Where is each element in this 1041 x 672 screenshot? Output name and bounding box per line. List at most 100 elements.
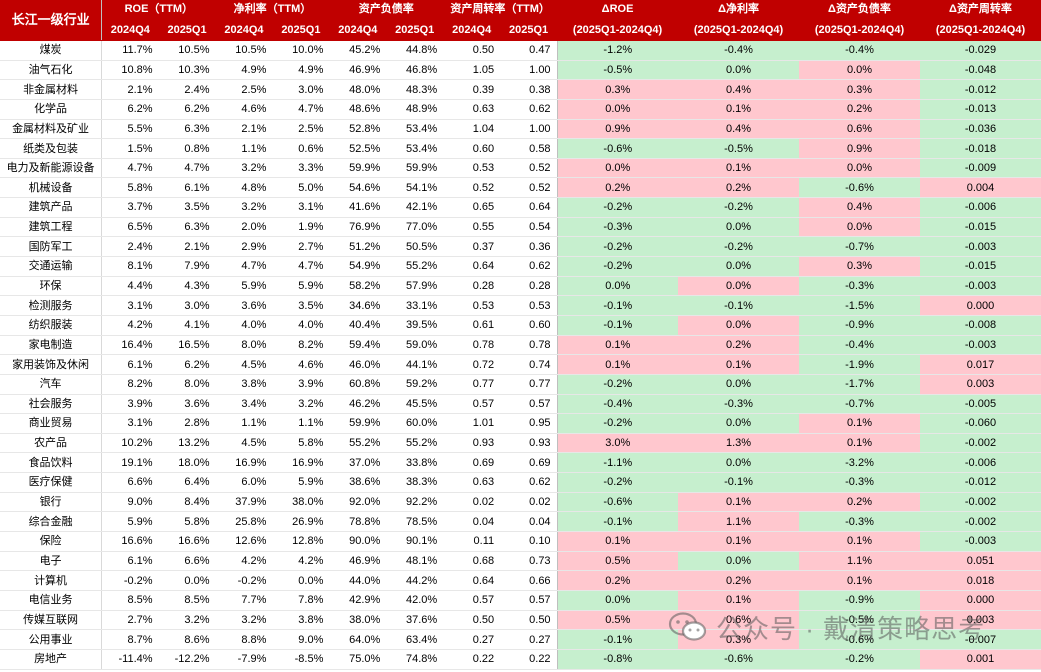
net-margin-2025q1-cell: 1.1%: [272, 413, 330, 434]
header-row-top: 长江一级行业 ROE（TTM） 净利率（TTM） 资产负债率 资产周转率（TTM…: [0, 0, 1041, 41]
debt-ratio-2025q1-cell: 92.2%: [386, 492, 444, 513]
roe-2024q4-cell: 10.8%: [101, 60, 159, 81]
turnover-2024q4-cell: 1.01: [443, 413, 501, 434]
industry-name: 机械设备: [0, 177, 103, 199]
delta-net-margin-cell: -0.1%: [678, 295, 799, 316]
delta-debt-ratio-cell: -3.2%: [799, 452, 920, 474]
debt-ratio-2024q4-cell: 54.9%: [329, 256, 387, 277]
turnover-2025q1-cell: 0.04: [500, 511, 558, 533]
net-margin-2025q1-cell: 4.7%: [272, 256, 330, 277]
turnover-2024q4-cell: 0.60: [443, 138, 501, 159]
debt-ratio-2024q4-cell: 64.0%: [329, 629, 387, 650]
roe-2024q4-cell: 6.1%: [101, 354, 159, 375]
net-margin-2025q1-cell: 16.9%: [272, 452, 330, 474]
net-margin-2025q1-cell: 4.2%: [272, 551, 330, 572]
net-margin-2024q4-cell: 37.9%: [215, 492, 273, 513]
period-header: 2024Q4: [329, 19, 387, 41]
delta-debt-ratio-cell: 0.3%: [799, 256, 920, 277]
turnover-2025q1-cell: 0.47: [500, 40, 558, 61]
turnover-2025q1-cell: 0.22: [500, 649, 558, 670]
delta-debt-ratio-cell: 0.1%: [799, 413, 920, 434]
net-margin-2024q4-cell: 3.6%: [215, 295, 273, 316]
period-header: 2025Q1: [386, 19, 444, 41]
table-row: 家用装饰及休闲 6.1% 6.2% 4.5% 4.6% 46.0% 44.1% 0.72 0.7…: [0, 354, 1041, 375]
delta-debt-ratio-cell: 0.2%: [799, 492, 920, 513]
net-margin-2024q4-cell: 4.9%: [215, 60, 273, 81]
delta-net-margin-cell: 0.2%: [678, 570, 799, 591]
industry-name: 纸类及包装: [0, 138, 103, 159]
industry-name: 房地产: [0, 649, 103, 670]
delta-debt-ratio-cell: 0.1%: [799, 570, 920, 591]
debt-ratio-2024q4-cell: 44.0%: [329, 570, 387, 591]
delta-turnover-cell: -0.002: [919, 433, 1041, 454]
turnover-2024q4-cell: 0.61: [443, 315, 501, 336]
delta-debt-ratio-cell: 0.4%: [799, 197, 920, 218]
period-header: 2025Q1: [272, 19, 330, 41]
delta-net-margin-cell: 0.0%: [678, 452, 799, 474]
net-margin-2024q4-cell: 1.1%: [215, 413, 273, 434]
net-margin-2025q1-cell: 3.1%: [272, 197, 330, 218]
delta-roe-cell: -0.2%: [557, 413, 679, 434]
delta-net-margin-cell: 0.0%: [678, 217, 799, 238]
turnover-2024q4-cell: 0.53: [443, 158, 501, 179]
net-margin-2024q4-cell: 4.6%: [215, 99, 273, 120]
net-margin-group-header: 净利率（TTM）: [215, 0, 330, 21]
delta-net-margin-cell: 0.0%: [678, 276, 799, 297]
debt-ratio-2025q1-cell: 44.1%: [386, 354, 444, 375]
delta-roe-cell: -0.2%: [557, 236, 679, 258]
turnover-2025q1-cell: 0.62: [500, 256, 558, 277]
net-margin-2025q1-cell: 8.2%: [272, 335, 330, 356]
roe-2024q4-cell: 4.2%: [101, 315, 159, 336]
header-row-bottom: 2024Q4 2025Q1 2024Q4 2025Q1 2024Q4 2025Q…: [0, 19, 1041, 41]
delta-turnover-cell: -0.008: [919, 315, 1041, 336]
net-margin-2024q4-cell: 7.7%: [215, 590, 273, 611]
turnover-2025q1-cell: 0.60: [500, 315, 558, 336]
table-row: 化学品 6.2% 6.2% 4.6% 4.7% 48.6% 48.9% 0.63 0.62 0.0…: [0, 99, 1041, 120]
turnover-2025q1-cell: 0.57: [500, 394, 558, 415]
net-margin-2024q4-cell: 4.7%: [215, 256, 273, 277]
delta-turnover-cell: -0.002: [919, 511, 1041, 533]
delta-roe-cell: 0.1%: [557, 335, 679, 356]
roe-2025q1-cell: 6.3%: [158, 217, 216, 238]
roe-2024q4-cell: 3.1%: [101, 295, 159, 316]
debt-ratio-group-header: 资产负债率: [329, 0, 444, 21]
roe-2025q1-cell: 16.6%: [158, 531, 216, 552]
industry-name: 食品饮料: [0, 452, 103, 474]
roe-2025q1-cell: 8.6%: [158, 629, 216, 650]
delta-debt-ratio-cell: -1.9%: [799, 354, 920, 375]
delta-turnover-cell: -0.036: [919, 119, 1041, 140]
delta-turnover-cell: -0.012: [919, 472, 1041, 493]
delta-roe-cell: -0.5%: [557, 60, 679, 81]
turnover-2024q4-cell: 0.04: [443, 511, 501, 533]
delta-roe-cell: 0.9%: [557, 119, 679, 140]
debt-ratio-2025q1-cell: 59.0%: [386, 335, 444, 356]
debt-ratio-2025q1-cell: 50.5%: [386, 236, 444, 258]
roe-2024q4-cell: 10.2%: [101, 433, 159, 454]
debt-ratio-2025q1-cell: 77.0%: [386, 217, 444, 238]
turnover-2025q1-cell: 0.38: [500, 79, 558, 100]
industry-name: 社会服务: [0, 394, 103, 415]
debt-ratio-2025q1-cell: 55.2%: [386, 433, 444, 454]
period-header: 2024Q4: [443, 19, 501, 41]
turnover-2025q1-cell: 0.52: [500, 177, 558, 199]
debt-ratio-2025q1-cell: 42.1%: [386, 197, 444, 218]
period-header: 2024Q4: [101, 19, 159, 41]
industry-name: 检测服务: [0, 295, 103, 316]
roe-2024q4-cell: 19.1%: [101, 452, 159, 474]
delta-turnover-cell: -0.006: [919, 452, 1041, 474]
debt-ratio-2025q1-cell: 42.0%: [386, 590, 444, 611]
roe-2025q1-cell: 2.4%: [158, 79, 216, 100]
delta-turnover-cell: 0.000: [919, 295, 1041, 316]
turnover-2024q4-cell: 0.50: [443, 610, 501, 631]
table-row: 环保 4.4% 4.3% 5.9% 5.9% 58.2% 57.9% 0.28 0.28 0.0%…: [0, 276, 1041, 297]
delta-roe-cell: 0.0%: [557, 158, 679, 179]
turnover-2024q4-cell: 0.37: [443, 236, 501, 258]
table-row: 油气石化 10.8% 10.3% 4.9% 4.9% 46.9% 46.8% 1.05 1.00…: [0, 60, 1041, 81]
debt-ratio-2024q4-cell: 54.6%: [329, 177, 387, 199]
turnover-2025q1-cell: 0.93: [500, 433, 558, 454]
turnover-2024q4-cell: 0.53: [443, 295, 501, 316]
delta-debt-ratio-cell: -0.3%: [799, 511, 920, 533]
debt-ratio-2025q1-cell: 44.2%: [386, 570, 444, 591]
net-margin-2025q1-cell: 1.9%: [272, 217, 330, 238]
